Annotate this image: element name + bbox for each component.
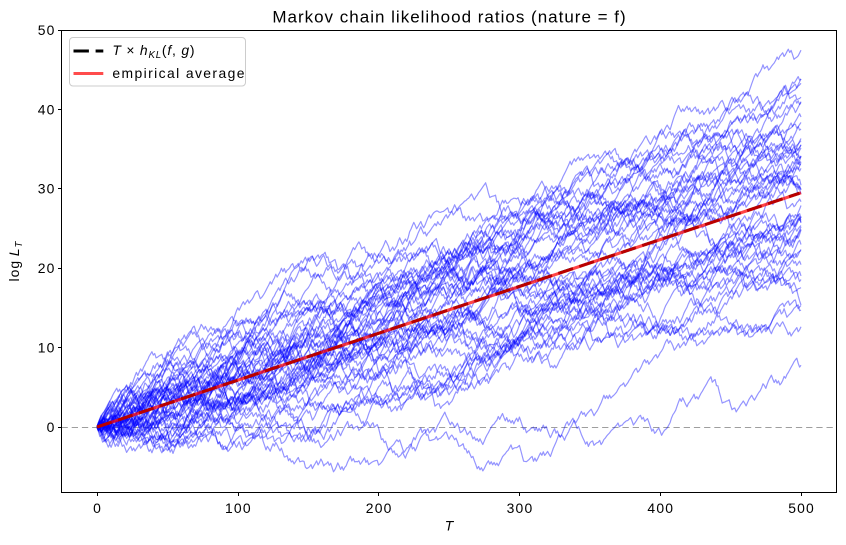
svg-text:400: 400 xyxy=(647,500,674,516)
svg-text:300: 300 xyxy=(507,500,534,516)
svg-text:0: 0 xyxy=(47,419,56,435)
svg-text:200: 200 xyxy=(366,500,393,516)
svg-text:log LT: log LT xyxy=(6,240,25,281)
svg-text:T: T xyxy=(445,518,455,534)
svg-text:50: 50 xyxy=(38,22,56,38)
svg-text:Markov chain likelihood ratios: Markov chain likelihood ratios (nature =… xyxy=(272,7,626,26)
svg-text:500: 500 xyxy=(788,500,815,516)
svg-text:10: 10 xyxy=(38,340,56,356)
svg-text:20: 20 xyxy=(38,260,56,276)
svg-text:0: 0 xyxy=(93,500,102,516)
svg-text:30: 30 xyxy=(38,181,56,197)
svg-text:100: 100 xyxy=(225,500,252,516)
svg-text:empirical average: empirical average xyxy=(112,65,245,81)
svg-text:T × hKL(f, g): T × hKL(f, g) xyxy=(112,42,195,61)
svg-text:40: 40 xyxy=(38,101,56,117)
